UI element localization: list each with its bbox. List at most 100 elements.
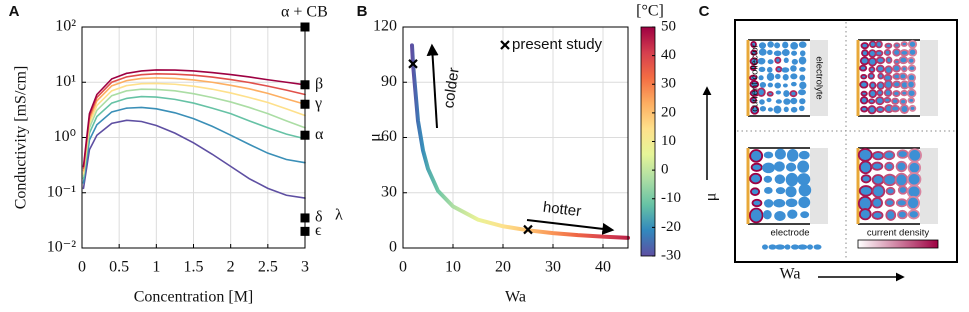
particle: [775, 66, 783, 73]
particle: [868, 49, 877, 58]
particle: [774, 148, 786, 160]
panel-label: C: [699, 3, 710, 20]
legend-particle: [807, 244, 813, 250]
particle: [787, 209, 798, 219]
particle: [858, 208, 872, 221]
particle: [891, 97, 900, 105]
particle: [798, 105, 805, 112]
x-tick-label: 1.5: [184, 259, 204, 276]
particle: [895, 198, 908, 208]
particle: [871, 161, 884, 171]
data-line: [82, 106, 306, 184]
particle: [751, 198, 763, 208]
particle: [775, 187, 786, 195]
particle: [899, 98, 908, 106]
particle: [766, 72, 775, 81]
y-tick-label: 10⁻¹: [47, 183, 76, 200]
plot-frame: [402, 26, 629, 249]
particle: [757, 57, 766, 65]
marker-label: δ: [315, 209, 323, 226]
marker-label: α + CB: [281, 4, 328, 21]
particle: [906, 195, 921, 210]
colorbar-label: [°C]: [636, 3, 664, 20]
particle: [883, 96, 892, 104]
particle: [893, 42, 901, 49]
y-axis-label: μ: [367, 133, 384, 142]
particle: [774, 73, 781, 80]
arrow: [526, 219, 615, 235]
particle: [883, 79, 893, 90]
particle: [906, 79, 916, 90]
particle: [790, 73, 798, 80]
x-tick-label: 20: [495, 259, 511, 276]
particle: [890, 104, 901, 113]
particle: [908, 47, 918, 57]
particle: [799, 81, 807, 90]
electrolyte-region: [920, 40, 938, 116]
particle: [876, 89, 884, 97]
legend-particle: [768, 244, 777, 250]
particle: [874, 49, 884, 57]
marker: [300, 22, 310, 32]
particle: [907, 56, 916, 65]
particle: [758, 42, 767, 49]
legend-label: present study: [512, 36, 603, 53]
data-line: [410, 43, 630, 240]
particle: [774, 210, 786, 221]
particle: [860, 90, 868, 97]
x-tick-label: 40: [595, 259, 611, 276]
particle: [884, 198, 895, 207]
x-tick-label: 10: [445, 259, 461, 276]
particle: [868, 98, 876, 105]
particle: [782, 74, 789, 81]
particle: [875, 105, 885, 113]
colorbar-tick-label: 20: [661, 104, 676, 120]
annotation: colder: [440, 67, 463, 110]
particle: [790, 42, 799, 50]
particle: [799, 67, 806, 72]
particle: [773, 161, 785, 172]
particle: [749, 149, 764, 163]
data-line: [82, 69, 306, 168]
particle: [859, 80, 869, 89]
particle: [875, 96, 885, 106]
particle: [774, 42, 781, 49]
particle: [908, 104, 917, 112]
particle: [868, 89, 878, 99]
particle: [750, 40, 757, 48]
diagram-frame: [734, 19, 958, 263]
arrow: [426, 43, 439, 129]
data-line: [82, 82, 306, 175]
particle: [790, 97, 798, 105]
particle: [907, 148, 922, 163]
particle: [791, 58, 798, 65]
particle: [906, 172, 922, 187]
colorbar-tick-label: 10: [661, 133, 676, 149]
colorbar-tick-label: 30: [661, 76, 676, 92]
particle: [892, 64, 902, 73]
particle: [758, 48, 767, 56]
marker-label: ϵ: [315, 222, 322, 239]
particle: [749, 74, 758, 82]
particle: [875, 64, 885, 73]
particle: [750, 187, 761, 196]
particle: [774, 174, 786, 185]
panel-label: A: [9, 3, 20, 20]
particle: [884, 65, 893, 75]
marker: [300, 213, 310, 223]
particle: [885, 209, 897, 221]
particle: [759, 82, 767, 88]
colorbar-tick-label: -10: [661, 190, 681, 206]
data-line: [82, 77, 306, 172]
particle: [767, 49, 773, 56]
particle: [798, 150, 810, 160]
legend-particle: [797, 244, 808, 250]
particle: [799, 98, 806, 105]
cross-marker: [523, 224, 533, 235]
y-tick-label: 60: [381, 128, 397, 145]
particle: [797, 160, 810, 173]
legend-particle: [762, 244, 768, 250]
x-axis-label: Wa: [505, 289, 526, 306]
y-axis-label: μ: [703, 193, 720, 202]
particle: [871, 151, 885, 161]
